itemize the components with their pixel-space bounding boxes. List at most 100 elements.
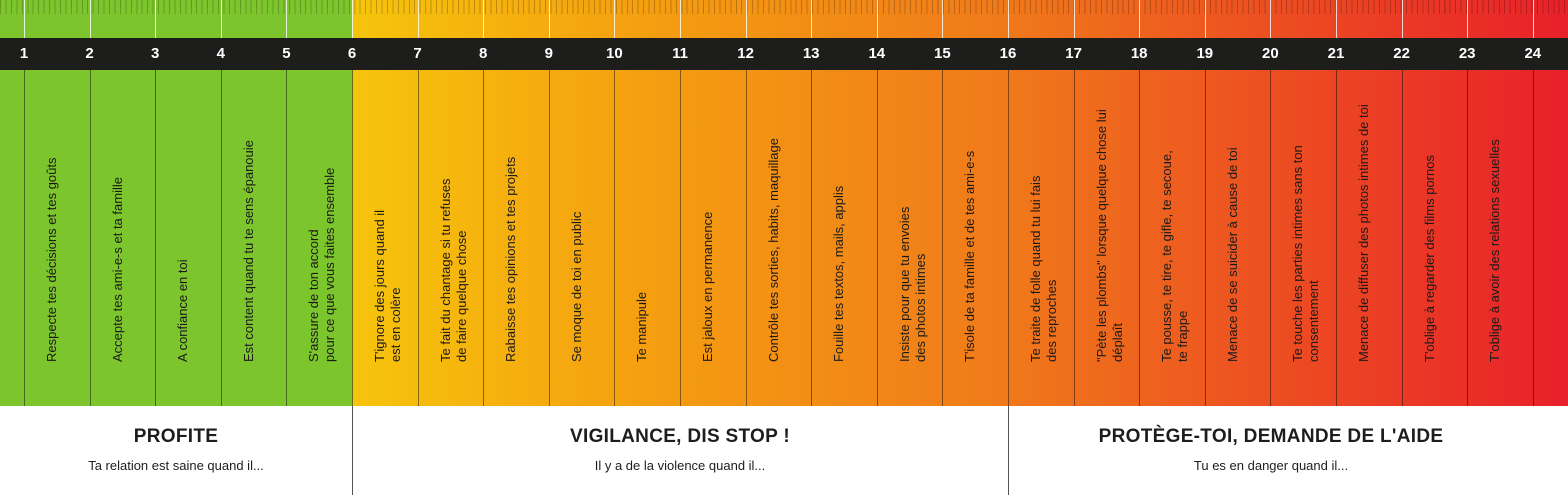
scale-item: Menace de diffuser des photos intimes de… [1356, 104, 1371, 362]
scale-number: 1 [19, 45, 29, 62]
section-subtitle-vigilance: Il y a de la violence quand il... [594, 458, 766, 473]
top-tick-line [220, 0, 222, 38]
section-title-protege-toi: PROTÈGE-TOI, DEMANDE DE L'AIDE [1098, 426, 1444, 447]
section-divider [352, 406, 353, 495]
top-tick-line [811, 0, 813, 38]
scale-item: Se moque de toi en public [568, 211, 584, 362]
top-tick-line [352, 0, 353, 38]
section-title-profite: PROFITE [133, 426, 219, 447]
scale-number: 14 [868, 45, 886, 62]
top-tick-line [548, 0, 550, 38]
scale-item: Est content quand tu te sens épanouie [240, 140, 256, 362]
column-divider [745, 70, 747, 406]
scale-number: 22 [1393, 45, 1410, 62]
column-divider [1401, 70, 1403, 406]
scale-item: T'isole de ta famille et de tes ami-e-s [962, 150, 978, 362]
scale-number: 15 [934, 45, 951, 62]
column-divider [811, 70, 813, 406]
scale-number: 18 [1130, 45, 1148, 62]
column-divider [1008, 70, 1009, 406]
column-divider [1467, 70, 1469, 406]
column-divider [1532, 70, 1534, 406]
column-divider [89, 70, 91, 406]
scale-item: Te pousse, te tire, te gifle, te secoue,… [1159, 150, 1191, 362]
top-tick-line [483, 0, 485, 38]
scale-number: 20 [1262, 45, 1279, 62]
number-band [0, 38, 1568, 70]
top-tick-line [745, 0, 747, 38]
section-divider [1008, 406, 1009, 495]
top-tick-line [1204, 0, 1206, 38]
top-tick-line [24, 0, 25, 38]
scale-number: 12 [737, 45, 754, 62]
scale-item: Rabaisse tes opinions et tes projets [503, 156, 519, 362]
column-divider [876, 70, 878, 406]
column-divider [548, 70, 550, 406]
top-tick-line [1270, 0, 1272, 38]
scale-number: 7 [413, 45, 422, 62]
scale-item: Te touche les parties intimes sans ton c… [1290, 145, 1322, 362]
column-divider [614, 70, 616, 406]
scale-item: Fouille tes textos, mails, applis [831, 185, 847, 362]
scale-item: Te traite de folle quand tu lui fais des… [1028, 175, 1059, 362]
scale-number: 8 [479, 45, 488, 62]
top-tick-line [1073, 0, 1075, 38]
top-tick-line [876, 0, 878, 38]
scale-item: Menace de se suicider à cause de toi [1224, 147, 1240, 362]
scale-number: 3 [151, 45, 160, 62]
column-divider [417, 70, 419, 406]
column-divider [155, 70, 157, 406]
column-divider [1139, 70, 1141, 406]
scale-number: 21 [1327, 45, 1345, 62]
column-divider [942, 70, 944, 406]
scale-item: Te manipule [634, 291, 650, 362]
column-divider [1204, 70, 1206, 406]
scale-item: T'ignore des jours quand il est en colèr… [372, 209, 403, 362]
scale-number: 13 [802, 45, 820, 62]
scale-item: S'assure de ton accord pour ce que vous … [306, 167, 338, 362]
scale-number: 23 [1458, 45, 1476, 62]
top-tick-line [1532, 0, 1534, 38]
scale-number: 24 [1524, 45, 1542, 62]
top-tick-line [1139, 0, 1141, 38]
top-tick-line [1336, 0, 1337, 38]
top-tick-line [1401, 0, 1403, 38]
column-divider [1270, 70, 1272, 406]
scale-number: 4 [216, 45, 225, 62]
scale-number: 17 [1065, 45, 1082, 62]
column-divider [680, 70, 681, 406]
column-divider [352, 70, 353, 406]
scale-item: Respecte tes décisions et tes goûts [44, 157, 59, 362]
section-subtitle-profite: Ta relation est saine quand il... [88, 458, 264, 473]
scale-number: 2 [85, 45, 94, 62]
section-subtitle-protege-toi: Tu es en danger quand il... [1193, 458, 1349, 473]
scale-item: A confiance en toi [175, 259, 191, 362]
scale-number: 11 [672, 45, 688, 62]
scale-number: 6 [347, 45, 357, 62]
top-tick-line [614, 0, 616, 38]
scale-number: 19 [1196, 45, 1214, 62]
scale-item: T'oblige à avoir des relations sexuelles [1487, 139, 1503, 362]
top-tick-line [89, 0, 91, 38]
scale-item: Accepte tes ami-e-s et ta famille [109, 177, 125, 362]
column-divider [483, 70, 485, 406]
column-divider [1336, 70, 1337, 406]
scale-item: "Pète les plombs" lorsque quelque chose … [1093, 109, 1125, 362]
scale-item: T'oblige à regarder des films pornos [1421, 155, 1437, 362]
section-title-vigilance: VIGILANCE, DIS STOP ! [570, 426, 790, 447]
top-tick-line [286, 0, 288, 38]
scale-item: Insiste pour que tu envoies des photos i… [896, 206, 928, 362]
column-divider [24, 70, 25, 406]
scale-number: 16 [999, 45, 1017, 62]
top-tick-line [942, 0, 944, 38]
top-tick-line [1467, 0, 1469, 38]
column-divider [1073, 70, 1075, 406]
scale-number: 9 [544, 45, 553, 62]
scale-item: Te fait du chantage si tu refuses de fai… [437, 178, 469, 362]
column-divider [286, 70, 288, 406]
ruler-ticks [0, 0, 1568, 14]
column-divider [220, 70, 222, 406]
scale-number: 5 [282, 45, 291, 62]
scale-item: Est jaloux en permanence [700, 211, 715, 362]
